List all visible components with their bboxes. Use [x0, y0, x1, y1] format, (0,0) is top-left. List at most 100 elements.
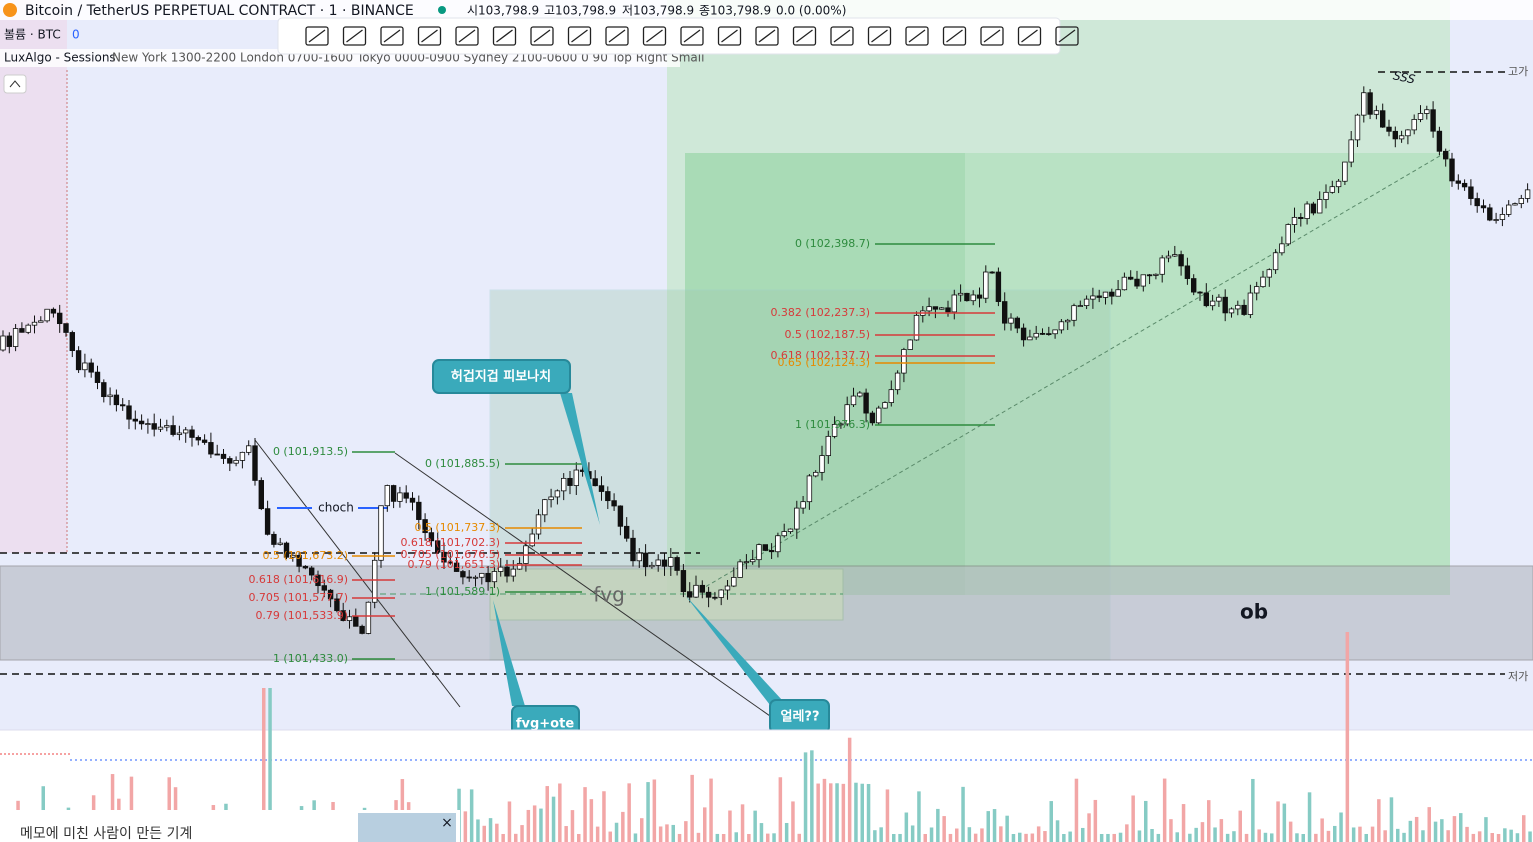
volume-bar — [1137, 830, 1142, 842]
candle-body — [561, 477, 567, 492]
tool-icon[interactable] — [492, 26, 517, 46]
volume-bar — [532, 805, 537, 842]
volume-bar — [1307, 792, 1312, 842]
tool-icon[interactable] — [680, 26, 704, 46]
tool-icon[interactable] — [755, 26, 779, 46]
tool-icon[interactable] — [717, 26, 742, 46]
volume-bar — [904, 812, 909, 842]
candle-body — [422, 519, 428, 534]
candle-body — [416, 501, 422, 520]
volume-bar — [1131, 795, 1135, 842]
callout-pointer — [685, 595, 782, 705]
collapse-button[interactable] — [3, 74, 27, 94]
trend-line — [394, 452, 791, 731]
tool-icon[interactable] — [980, 26, 1004, 46]
tool-icon[interactable] — [567, 26, 592, 46]
candle-body — [1461, 182, 1468, 188]
tool-icon[interactable] — [417, 26, 442, 46]
candle-body — [1279, 243, 1285, 254]
tool-icon[interactable] — [642, 26, 667, 46]
candle-body — [201, 439, 208, 443]
volume-bar — [873, 830, 877, 842]
candle-body — [1386, 126, 1392, 132]
fib-labels: 0 (101,913.5) 0.5 (101,673.2) 0.618 (101,6… — [248, 237, 995, 665]
candle-body — [1380, 110, 1386, 128]
volume-bar — [1414, 816, 1419, 842]
volume-bar — [551, 796, 556, 842]
tool-icon[interactable] — [342, 26, 367, 46]
volume-bar — [936, 808, 940, 842]
tool-icon[interactable] — [1017, 26, 1042, 46]
candle-body — [1216, 296, 1222, 302]
tool-icon[interactable] — [792, 26, 817, 46]
candle-body — [1310, 203, 1317, 214]
volume-bar — [866, 783, 871, 842]
tool-icon[interactable] — [867, 26, 892, 46]
tool-icon[interactable] — [455, 26, 479, 46]
low-label: 저가 — [1508, 670, 1528, 683]
tool-glyph — [721, 29, 738, 43]
volume-bar — [1288, 821, 1293, 842]
volume-bar — [652, 779, 657, 842]
volume-bar — [1484, 817, 1488, 842]
volume-bar — [1225, 833, 1230, 842]
volume-bar — [583, 787, 587, 842]
candle-body — [1014, 317, 1020, 329]
tool-icon[interactable] — [605, 26, 629, 46]
candle-body — [0, 335, 6, 351]
candle-body — [346, 616, 353, 621]
volume-bar — [476, 819, 480, 842]
candle-body — [365, 601, 372, 634]
tool-icon[interactable] — [905, 26, 929, 46]
volume-bar — [1093, 799, 1098, 842]
candle-body — [1159, 257, 1165, 275]
ad-close[interactable]: × — [441, 815, 453, 831]
volume-bar — [1370, 826, 1375, 842]
tool-icon[interactable] — [380, 26, 404, 46]
tool-icon[interactable] — [1055, 26, 1079, 46]
volume-bar — [167, 777, 171, 842]
volume-bar — [955, 828, 959, 842]
candle-body — [1083, 298, 1090, 306]
candle-body — [1342, 161, 1348, 182]
volume-bar — [463, 811, 468, 842]
volume-bar — [1351, 827, 1356, 842]
candle-body — [1165, 255, 1172, 259]
candle-body — [611, 500, 617, 507]
candle-body — [642, 552, 649, 568]
candle-body — [25, 324, 31, 333]
tool-icon[interactable] — [942, 26, 967, 46]
tool-icon[interactable] — [305, 26, 329, 46]
candle-body — [1203, 292, 1209, 307]
candle-body — [869, 412, 876, 424]
candle-body — [1121, 276, 1128, 291]
trend-line — [254, 439, 461, 708]
candle-body — [1065, 319, 1071, 323]
tool-glyph — [871, 29, 888, 43]
tool-icon[interactable] — [530, 26, 554, 46]
candle-body — [768, 550, 775, 553]
fib-label: 0.79 (101,533.9) — [255, 609, 348, 622]
candle-body — [378, 505, 384, 561]
tool-glyph — [458, 29, 476, 43]
candle-body — [164, 425, 170, 428]
tool-icon[interactable] — [830, 26, 854, 46]
volume-bar — [1433, 821, 1438, 842]
volume-bar — [1081, 827, 1085, 842]
candle-body — [384, 485, 390, 507]
volume-bar — [1087, 813, 1091, 842]
volume-bar — [1049, 801, 1053, 842]
tool-glyph — [946, 29, 963, 43]
candle-body — [535, 514, 542, 535]
candle-body — [340, 610, 346, 621]
candle-body — [592, 478, 598, 487]
candle-body — [554, 490, 561, 498]
candle-body — [1272, 252, 1279, 271]
volume-bar — [1440, 819, 1444, 842]
volume-bar — [999, 826, 1003, 842]
volume-bar — [797, 833, 801, 842]
volume-bar — [1383, 830, 1387, 842]
fib-label: 0 (102,398.7) — [795, 237, 870, 250]
candle-body — [69, 332, 75, 352]
volume-bar — [1018, 832, 1022, 842]
